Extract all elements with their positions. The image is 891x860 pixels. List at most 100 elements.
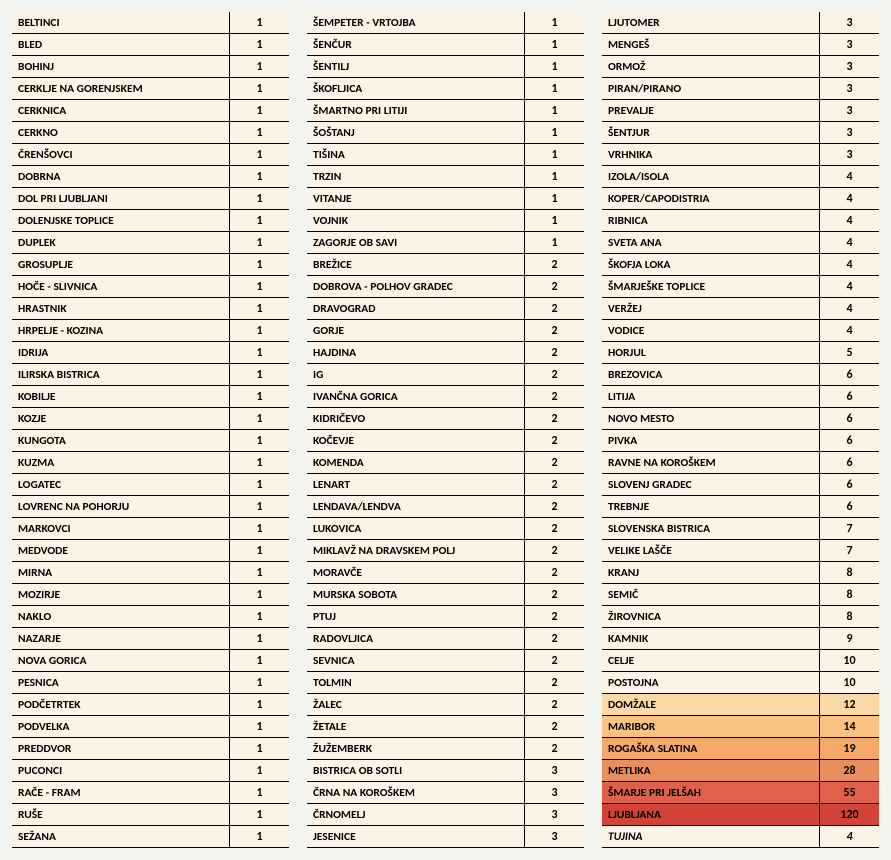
table-row: TOLMIN2 xyxy=(307,672,584,694)
row-value: 2 xyxy=(524,342,584,364)
row-value: 1 xyxy=(229,12,289,34)
row-name: ČRNA NA KOROŠKEM xyxy=(307,782,524,804)
table-row: ILIRSKA BISTRICA1 xyxy=(12,364,289,386)
table-row: SVETA ANA4 xyxy=(602,232,879,254)
row-name: LUKOVICA xyxy=(307,518,524,540)
row-value: 2 xyxy=(524,496,584,518)
row-value: 1 xyxy=(229,826,289,848)
table-row: PIRAN/PIRANO3 xyxy=(602,78,879,100)
row-name: LENDAVA/LENDVA xyxy=(307,496,524,518)
row-name: MURSKA SOBOTA xyxy=(307,584,524,606)
row-value: 120 xyxy=(819,804,879,826)
row-name: PODČETRTEK xyxy=(12,694,229,716)
row-name: VODICE xyxy=(602,320,819,342)
row-value: 2 xyxy=(524,650,584,672)
row-name: ŠOŠTANJ xyxy=(307,122,524,144)
row-value: 1 xyxy=(229,672,289,694)
row-value: 2 xyxy=(524,540,584,562)
table-row: GROSUPLJE1 xyxy=(12,254,289,276)
row-value: 1 xyxy=(229,56,289,78)
row-value: 1 xyxy=(524,232,584,254)
row-name: SVETA ANA xyxy=(602,232,819,254)
table-row: JESENICE3 xyxy=(307,826,584,848)
table-row: DOL PRI LJUBLJANI1 xyxy=(12,188,289,210)
row-name: DOBRNA xyxy=(12,166,229,188)
table-row: KOZJE1 xyxy=(12,408,289,430)
row-name: PODVELKA xyxy=(12,716,229,738)
row-name: IDRIJA xyxy=(12,342,229,364)
row-name: PESNICA xyxy=(12,672,229,694)
row-value: 6 xyxy=(819,452,879,474)
row-value: 5 xyxy=(819,342,879,364)
row-name: LOVRENC NA POHORJU xyxy=(12,496,229,518)
row-value: 2 xyxy=(524,364,584,386)
row-name: DUPLEK xyxy=(12,232,229,254)
row-value: 9 xyxy=(819,628,879,650)
row-value: 1 xyxy=(229,144,289,166)
row-value: 8 xyxy=(819,584,879,606)
row-name: ŠMARTNO PRI LITIJI xyxy=(307,100,524,122)
table-row: ZAGORJE OB SAVI1 xyxy=(307,232,584,254)
table-row: SLOVENSKA BISTRICA7 xyxy=(602,518,879,540)
row-name: NOVO MESTO xyxy=(602,408,819,430)
row-name: JESENICE xyxy=(307,826,524,848)
row-value: 4 xyxy=(819,298,879,320)
row-value: 2 xyxy=(524,276,584,298)
row-value: 1 xyxy=(229,430,289,452)
row-name: ŠKOFJA LOKA xyxy=(602,254,819,276)
table-row: VELIKE LAŠČE7 xyxy=(602,540,879,562)
row-value: 1 xyxy=(229,540,289,562)
table-row: CERKNICA1 xyxy=(12,100,289,122)
row-name: PTUJ xyxy=(307,606,524,628)
row-value: 2 xyxy=(524,694,584,716)
row-value: 19 xyxy=(819,738,879,760)
row-value: 1 xyxy=(229,408,289,430)
row-value: 2 xyxy=(524,606,584,628)
row-name: NAZARJE xyxy=(12,628,229,650)
table-row: DOBROVA - POLHOV GRADEC2 xyxy=(307,276,584,298)
row-value: 3 xyxy=(524,826,584,848)
row-name: ČRNOMELJ xyxy=(307,804,524,826)
row-name: LJUBLJANA xyxy=(602,804,819,826)
row-name: ORMOŽ xyxy=(602,56,819,78)
row-name: CELJE xyxy=(602,650,819,672)
row-value: 7 xyxy=(819,540,879,562)
row-value: 1 xyxy=(229,738,289,760)
table-row: NAZARJE1 xyxy=(12,628,289,650)
row-value: 4 xyxy=(819,188,879,210)
table-row: PTUJ2 xyxy=(307,606,584,628)
table-row: ŠMARJE PRI JELŠAH55 xyxy=(602,782,879,804)
row-name: PIVKA xyxy=(602,430,819,452)
row-value: 7 xyxy=(819,518,879,540)
row-value: 8 xyxy=(819,562,879,584)
row-value: 3 xyxy=(819,56,879,78)
row-value: 6 xyxy=(819,430,879,452)
table-row: PIVKA6 xyxy=(602,430,879,452)
table-row: IZOLA/ISOLA4 xyxy=(602,166,879,188)
row-value: 1 xyxy=(524,144,584,166)
row-value: 4 xyxy=(819,276,879,298)
row-name: MENGEŠ xyxy=(602,34,819,56)
row-value: 2 xyxy=(524,254,584,276)
table-row: LOVRENC NA POHORJU1 xyxy=(12,496,289,518)
row-name: MEDVODE xyxy=(12,540,229,562)
table-row: MIRNA1 xyxy=(12,562,289,584)
table-row: SEVNICA2 xyxy=(307,650,584,672)
row-name: MARIBOR xyxy=(602,716,819,738)
row-value: 1 xyxy=(229,606,289,628)
row-name: KUZMA xyxy=(12,452,229,474)
row-value: 6 xyxy=(819,364,879,386)
row-name: ČRENŠOVCI xyxy=(12,144,229,166)
row-value: 1 xyxy=(229,584,289,606)
row-name: BELTINCI xyxy=(12,12,229,34)
table-row: KOMENDA2 xyxy=(307,452,584,474)
row-value: 4 xyxy=(819,166,879,188)
row-name: KUNGOTA xyxy=(12,430,229,452)
row-value: 2 xyxy=(524,320,584,342)
table-row: PODVELKA1 xyxy=(12,716,289,738)
table-row: HOČE - SLIVNICA1 xyxy=(12,276,289,298)
table-row: MOZIRJE1 xyxy=(12,584,289,606)
row-value: 1 xyxy=(229,386,289,408)
row-value: 3 xyxy=(819,144,879,166)
table-row: DUPLEK1 xyxy=(12,232,289,254)
